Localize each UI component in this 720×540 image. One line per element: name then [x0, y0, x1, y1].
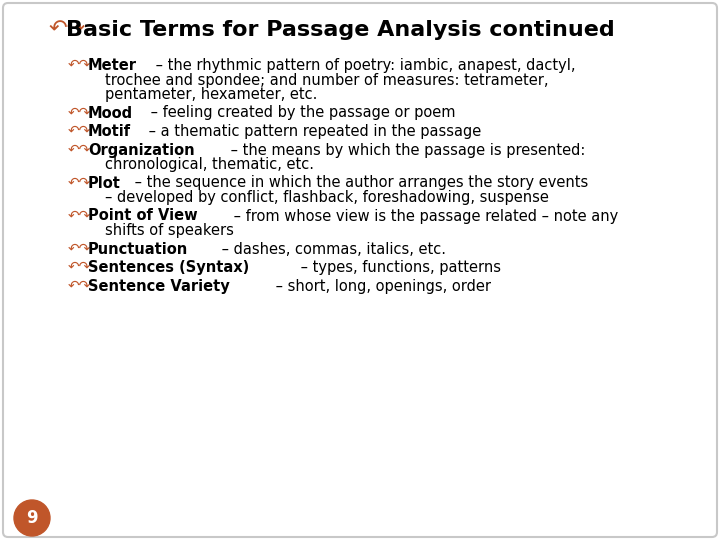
Text: – the means by which the passage is presented:: – the means by which the passage is pres… — [225, 143, 585, 158]
Text: – a thematic pattern repeated in the passage: – a thematic pattern repeated in the pas… — [144, 124, 481, 139]
Text: Organization: Organization — [88, 143, 194, 158]
Text: – short, long, openings, order: – short, long, openings, order — [271, 279, 491, 294]
Text: shifts of speakers: shifts of speakers — [105, 223, 234, 238]
Text: pentameter, hexameter, etc.: pentameter, hexameter, etc. — [105, 87, 318, 102]
Text: ↶↷: ↶↷ — [68, 105, 91, 119]
Text: Punctuation: Punctuation — [88, 241, 188, 256]
Text: Point of View: Point of View — [88, 208, 197, 224]
Text: ↶↷: ↶↷ — [68, 260, 91, 274]
Text: Motif: Motif — [88, 124, 131, 139]
Text: – dashes, commas, italics, etc.: – dashes, commas, italics, etc. — [217, 241, 446, 256]
Text: ↶↷: ↶↷ — [68, 58, 91, 72]
Text: Meter: Meter — [88, 58, 137, 73]
Text: – types, functions, patterns: – types, functions, patterns — [296, 260, 501, 275]
Text: ↶↷: ↶↷ — [68, 279, 91, 293]
Text: ↶↷: ↶↷ — [68, 124, 91, 138]
Text: ↶↷: ↶↷ — [68, 241, 91, 255]
Text: Basic Terms for Passage Analysis continued: Basic Terms for Passage Analysis continu… — [66, 20, 615, 40]
Text: Sentence Variety: Sentence Variety — [88, 279, 230, 294]
Text: – the rhythmic pattern of poetry: iambic, anapest, dactyl,: – the rhythmic pattern of poetry: iambic… — [151, 58, 576, 73]
Text: – feeling created by the passage or poem: – feeling created by the passage or poem — [146, 105, 456, 120]
Text: – from whose view is the passage related – note any: – from whose view is the passage related… — [230, 208, 618, 224]
Text: ↶↷: ↶↷ — [68, 176, 91, 190]
FancyBboxPatch shape — [3, 3, 717, 537]
Text: ↶↷: ↶↷ — [68, 208, 91, 222]
Text: Sentences (Syntax): Sentences (Syntax) — [88, 260, 249, 275]
Text: ↶↷: ↶↷ — [48, 20, 85, 40]
Text: Plot: Plot — [88, 176, 121, 191]
Text: – the sequence in which the author arranges the story events: – the sequence in which the author arran… — [130, 176, 589, 191]
Text: trochee and spondee; and number of measures: tetrameter,: trochee and spondee; and number of measu… — [105, 72, 549, 87]
Circle shape — [14, 500, 50, 536]
Text: ↶↷: ↶↷ — [68, 143, 91, 157]
Text: Mood: Mood — [88, 105, 133, 120]
Text: – developed by conflict, flashback, foreshadowing, suspense: – developed by conflict, flashback, fore… — [105, 190, 549, 205]
Text: chronological, thematic, etc.: chronological, thematic, etc. — [105, 157, 314, 172]
Text: 9: 9 — [26, 509, 38, 527]
